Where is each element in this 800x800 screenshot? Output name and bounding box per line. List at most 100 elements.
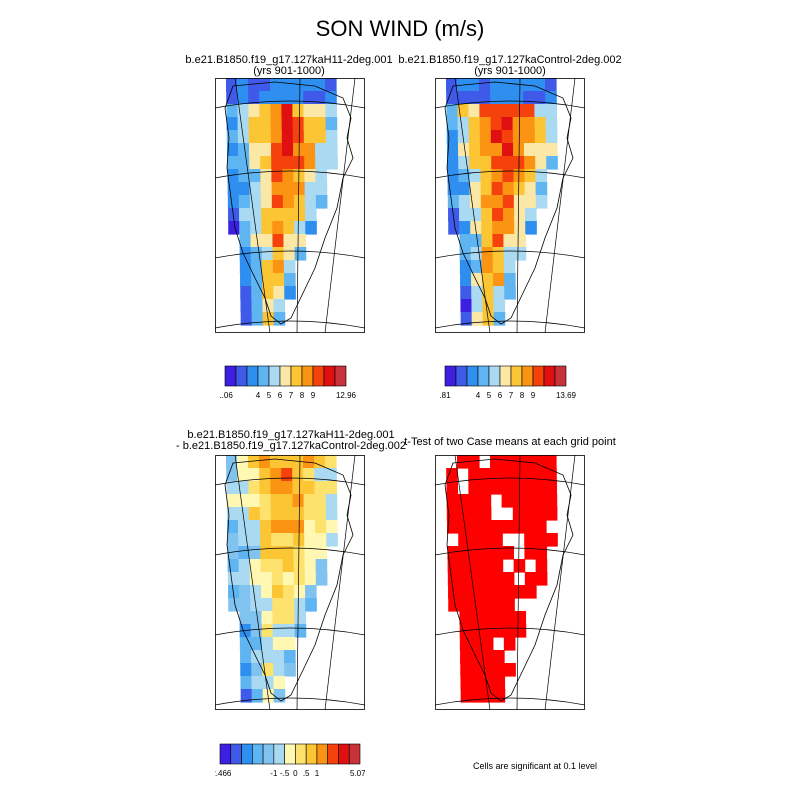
grid-cell: [502, 572, 515, 586]
grid-cell: [261, 260, 274, 274]
grid-cell: [228, 585, 240, 599]
grid-cell: [512, 507, 525, 521]
grid-cell: [523, 494, 536, 508]
grid-cell: [502, 156, 514, 170]
grid-cell: [272, 208, 284, 222]
meridian-line: [516, 78, 521, 333]
grid-cell: [490, 91, 502, 105]
grid-cell: [503, 247, 516, 261]
meridian-line: [324, 455, 356, 710]
grid-cell: [457, 104, 470, 118]
grid-cell: [325, 130, 338, 144]
grid-cell: [470, 260, 483, 274]
colorbar-tick-label: 8: [520, 391, 525, 400]
grid-cell: [493, 273, 505, 287]
grid-cell: [501, 104, 514, 118]
grid-cell: [303, 507, 316, 521]
grid-cell: [471, 650, 483, 664]
grid-cell: [237, 91, 249, 105]
grid-cell: [468, 117, 481, 131]
grid-cell: [447, 182, 460, 196]
grid-cell: [493, 689, 506, 703]
grid-cell: [481, 585, 493, 599]
grid-cell: [304, 572, 317, 586]
grid-cell: [248, 117, 261, 131]
grid-cell: [326, 520, 338, 534]
colorbar-box: [252, 743, 264, 765]
grid-cell: [535, 559, 548, 573]
grid-cell: [447, 572, 460, 586]
grid-cell: [282, 156, 294, 170]
grid-cell: [459, 234, 472, 248]
grid-cell: [503, 221, 515, 235]
grid-cell: [304, 169, 317, 183]
grid-cell: [250, 247, 263, 261]
grid-cell: [525, 208, 537, 222]
grid-cell: [237, 104, 250, 118]
panel-3-title: b.e21.B1850.f19_g17.127kaH11-2deg.001 - …: [176, 430, 406, 452]
grid-cell: [314, 507, 327, 521]
grid-cell: [514, 221, 526, 235]
grid-cell: [238, 533, 250, 547]
grid-cell: [523, 104, 536, 118]
colorbar-box: [312, 365, 325, 387]
grid-cell: [503, 208, 515, 222]
parallel-line: [215, 320, 365, 329]
grid-cell: [304, 156, 316, 170]
grid-cell: [315, 169, 328, 183]
colorbar-box: [323, 365, 336, 387]
grid-cell: [273, 676, 286, 690]
grid-cell: [446, 494, 459, 508]
grid-cell: [469, 169, 482, 183]
grid-cell: [534, 78, 546, 92]
grid-cell: [262, 286, 274, 300]
grid-cell: [513, 182, 526, 196]
grid-cell: [524, 156, 536, 170]
grid-cell: [239, 234, 252, 248]
grid-cell: [271, 520, 283, 534]
grid-cell: [534, 468, 546, 482]
grid-cell: [459, 260, 472, 274]
grid-cell: [468, 455, 480, 469]
grid-cell: [262, 273, 274, 287]
grid-cell: [523, 468, 535, 482]
colorbar-tick-label: 4: [256, 391, 261, 400]
grid-cell: [227, 143, 239, 157]
panel-2-title: b.e21.B1850.f19_g17.127kaControl-2deg.00…: [398, 55, 621, 77]
grid-cell: [493, 676, 506, 690]
grid-cell: [504, 663, 516, 677]
grid-cell: [260, 559, 273, 573]
colorbar-box: [455, 365, 468, 387]
grid-cell: [239, 598, 251, 612]
colorbar-tick-label: 12.96: [336, 391, 357, 400]
grid-cell: [503, 611, 516, 625]
grid-cell: [458, 559, 471, 573]
grid-cell: [228, 221, 240, 235]
grid-cell: [512, 78, 524, 92]
grid-cell: [457, 494, 470, 508]
grid-cell: [514, 247, 527, 261]
grid-cell: [448, 208, 460, 222]
grid-cell: [446, 468, 458, 482]
grid-cell: [459, 221, 471, 235]
grid-cell: [304, 182, 317, 196]
grid-cell: [240, 676, 253, 690]
grid-cell: [502, 182, 515, 196]
grid-cell: [239, 208, 251, 222]
grid-cell: [240, 663, 252, 677]
grid-cell: [292, 130, 305, 144]
grid-cell: [513, 169, 526, 183]
grid-cell: [259, 507, 272, 521]
grid-cell: [514, 234, 527, 248]
grid-cell: [226, 91, 238, 105]
grid-cell: [546, 143, 558, 157]
grid-cell: [315, 546, 328, 560]
grid-cell: [240, 273, 252, 287]
grid-cell: [282, 195, 295, 209]
grid-cell: [282, 520, 294, 534]
grid-cell: [447, 559, 460, 573]
grid-cell: [469, 195, 482, 209]
grid-cell: [492, 611, 505, 625]
grid-cell: [491, 546, 504, 560]
grid-cell: [259, 78, 271, 92]
